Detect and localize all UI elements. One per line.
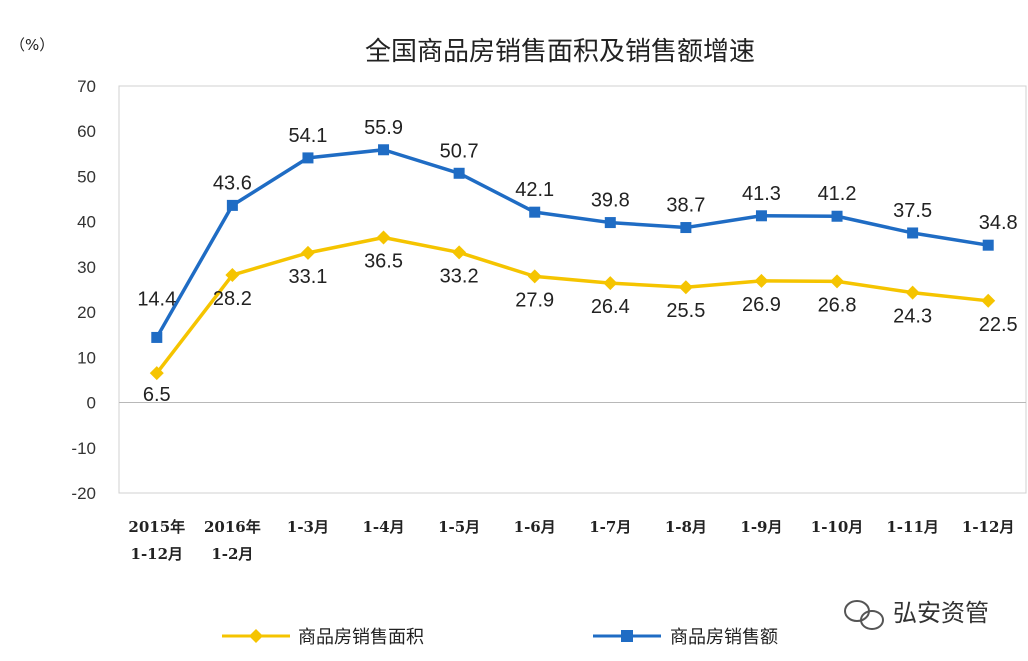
- legend-item-amount[interactable]: 商品房销售额: [593, 627, 778, 648]
- data-point-1-6[interactable]: [604, 217, 616, 229]
- series-line-1: [155, 148, 989, 339]
- data-point-1-8[interactable]: [755, 210, 767, 222]
- data-label-0-4: 33.2: [440, 265, 479, 287]
- data-point-1-2[interactable]: [302, 152, 314, 164]
- legend-marker-area: [249, 629, 263, 643]
- x-tick-label: 1-11月: [886, 518, 939, 536]
- data-label-0-10: 24.3: [893, 306, 932, 328]
- x-tick-label: 2015年: [128, 518, 185, 536]
- y-tick-label: 70: [77, 77, 96, 96]
- y-tick-label: 0: [87, 394, 96, 413]
- data-labels: 6.5 28.2 33.1 36.5 33.2 27.9 26.4 25.5 26.9 26.8 2…: [137, 117, 1017, 406]
- data-point-0-3[interactable]: [376, 230, 391, 245]
- x-tick-label: 1-5月: [438, 518, 480, 536]
- y-tick-label: 50: [77, 167, 96, 186]
- y-tick-label: 30: [77, 258, 96, 277]
- data-label-1-4: 50.7: [440, 140, 479, 162]
- data-point-1-9[interactable]: [831, 210, 843, 222]
- y-tick-label: -10: [71, 439, 96, 458]
- data-label-0-0: 6.5: [143, 384, 171, 406]
- data-label-0-9: 26.8: [818, 294, 857, 316]
- data-label-1-6: 39.8: [591, 190, 630, 212]
- data-label-1-0: 14.4: [137, 288, 176, 310]
- legend-label-amount: 商品房销售额: [670, 627, 778, 648]
- data-point-1-11[interactable]: [982, 239, 994, 251]
- data-label-0-1: 28.2: [213, 288, 252, 310]
- x-tick-label: 1-4月: [362, 518, 404, 536]
- data-label-1-10: 37.5: [893, 200, 932, 222]
- y-tick-label: -20: [71, 484, 96, 503]
- data-label-1-7: 38.7: [666, 195, 705, 217]
- series-layer: [149, 144, 996, 381]
- data-label-0-8: 26.9: [742, 294, 781, 316]
- data-point-1-10[interactable]: [907, 227, 919, 239]
- y-tick-label: 60: [77, 122, 96, 141]
- data-label-0-2: 33.1: [288, 266, 327, 288]
- data-label-1-8: 41.3: [742, 183, 781, 205]
- legend-item-area[interactable]: 商品房销售面积: [222, 627, 424, 648]
- y-axis-ticks: 70 60 50 40 30 20 10 0 -10 -20: [71, 77, 96, 503]
- data-label-1-9: 41.2: [818, 183, 857, 205]
- x-tick-label: 1-10月: [811, 518, 864, 536]
- data-label-0-6: 26.4: [591, 296, 630, 318]
- series-line-0: [155, 235, 989, 375]
- data-label-1-1: 43.6: [213, 172, 252, 194]
- data-point-0-2[interactable]: [300, 245, 315, 260]
- data-point-0-0[interactable]: [149, 366, 164, 381]
- x-tick-label: 2016年: [204, 518, 261, 536]
- data-label-0-3: 36.5: [364, 250, 403, 272]
- data-point-1-3[interactable]: [378, 144, 390, 156]
- chart-title: 全国商品房销售面积及销售额增速: [365, 37, 755, 67]
- x-tick-label: 1-2月: [211, 545, 253, 563]
- y-tick-label: 40: [77, 213, 96, 232]
- data-point-1-1[interactable]: [226, 199, 238, 211]
- legend-label-area: 商品房销售面积: [298, 627, 424, 648]
- data-point-0-11[interactable]: [981, 293, 996, 308]
- data-label-1-3: 55.9: [364, 117, 403, 139]
- wechat-icon: [844, 600, 884, 630]
- legend: 商品房销售面积 商品房销售额: [222, 627, 778, 648]
- x-tick-label: 1-3月: [287, 518, 329, 536]
- data-point-1-4[interactable]: [453, 167, 465, 179]
- x-tick-label: 1-7月: [589, 518, 631, 536]
- x-tick-label: 1-6月: [514, 518, 556, 536]
- data-point-0-7[interactable]: [678, 280, 693, 295]
- data-point-1-0[interactable]: [151, 331, 163, 343]
- data-label-0-7: 25.5: [666, 300, 705, 322]
- data-label-1-11: 34.8: [979, 212, 1018, 234]
- x-tick-label: 1-12月: [131, 545, 184, 563]
- data-point-0-8[interactable]: [754, 273, 769, 288]
- watermark: 弘安资管: [844, 599, 989, 630]
- data-point-0-5[interactable]: [527, 269, 542, 284]
- data-point-0-1[interactable]: [225, 268, 240, 283]
- legend-marker-amount: [621, 630, 633, 642]
- y-tick-label: 10: [77, 348, 96, 367]
- data-label-0-5: 27.9: [515, 289, 554, 311]
- data-point-0-6[interactable]: [603, 276, 618, 291]
- watermark-text: 弘安资管: [893, 599, 989, 627]
- plot-area-border: [118, 85, 1027, 494]
- x-tick-label: 1-9月: [740, 518, 782, 536]
- data-point-0-9[interactable]: [830, 274, 845, 289]
- data-point-1-7[interactable]: [680, 222, 692, 234]
- y-axis-unit: （%）: [10, 36, 54, 54]
- x-tick-label: 1-8月: [665, 518, 707, 536]
- y-tick-label: 20: [77, 303, 96, 322]
- data-point-0-4[interactable]: [452, 245, 467, 260]
- data-point-0-10[interactable]: [905, 285, 920, 300]
- data-point-1-5[interactable]: [529, 206, 541, 218]
- data-label-1-2: 54.1: [288, 125, 327, 147]
- data-label-1-5: 42.1: [515, 179, 554, 201]
- data-label-0-11: 22.5: [979, 314, 1018, 336]
- x-tick-label: 1-12月: [962, 518, 1015, 536]
- x-axis-ticks: 2015年 1-12月 2016年 1-2月 1-3月 1-4月 1-5月 1-6月 1-7月 1…: [128, 518, 1014, 563]
